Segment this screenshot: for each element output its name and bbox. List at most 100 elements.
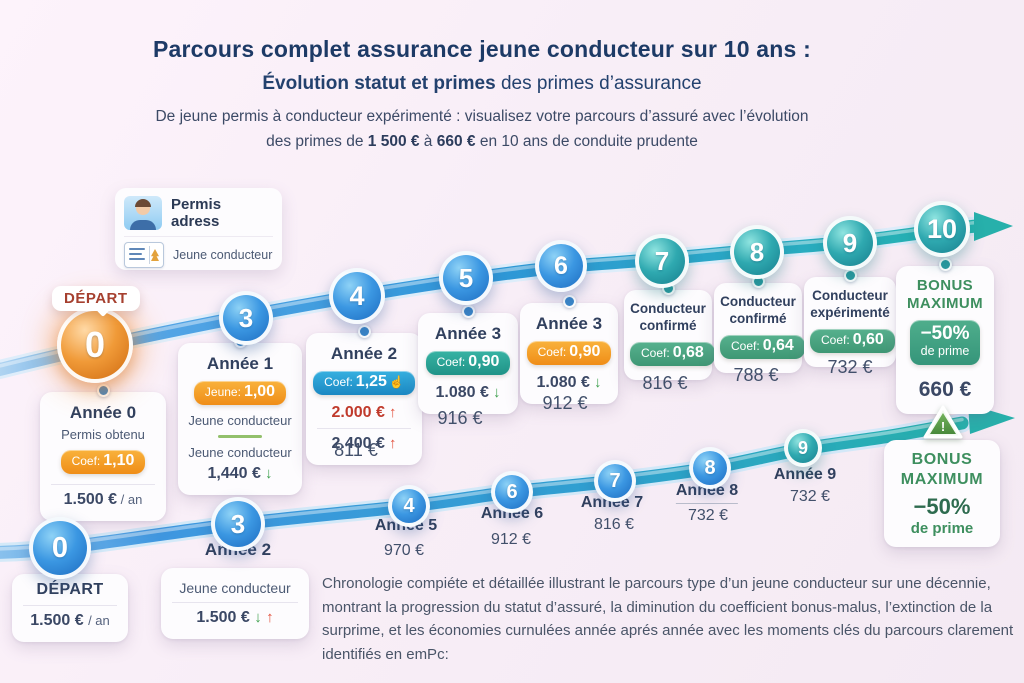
coef-badge: Coef: 0,90 xyxy=(526,341,612,365)
id-card-icon xyxy=(124,242,164,268)
year-card-annee-3-coef-teal: Année 3 Coef: 0,90 1.080 € ↓ xyxy=(418,313,518,414)
description-line1: De jeune permis à conducteur expérimenté… xyxy=(155,108,809,125)
license-subtitle: Jeune conducteur xyxy=(173,248,273,262)
year-premium: 732 € xyxy=(687,507,729,524)
milestone-top-0: 0 xyxy=(57,307,133,383)
year-card-conducteur-confirme-7: Conducteur confirmé Coef: 0,68 xyxy=(624,290,715,380)
annual-premium: 912 € xyxy=(542,393,588,413)
annual-premium: 916 € xyxy=(437,408,483,428)
trend-up-icon: ↑ xyxy=(266,609,274,626)
trend-up-icon: ↑ xyxy=(384,435,397,452)
premium-amount: 1.500 € / an xyxy=(30,612,110,629)
status-label: Permis obtenu xyxy=(61,427,145,442)
premium-amount: 1.080 € ↓ xyxy=(435,384,501,401)
year-label: Année 8 xyxy=(675,482,739,504)
card-title: Conducteur confirmé xyxy=(720,294,796,326)
depart-card-title: DÉPART xyxy=(36,581,104,598)
coef-badge: Jeune: 1,00 xyxy=(193,381,287,405)
depart-card-bottom: DÉPART 1.500 € / an xyxy=(12,574,128,642)
premium-amount: 2.000 € ↑ xyxy=(331,404,397,421)
license-name: Permis adress xyxy=(171,196,222,230)
card-title: Année 3 xyxy=(535,314,603,333)
trend-down-icon: ↓ xyxy=(254,609,262,626)
year-card-annee-0: Année 0 Permis obtenu Coef: 1,10 1.500 € / a… xyxy=(40,392,166,521)
year-card-bonus-maximum-top: BONUS MAXIMUM −50% de prime 660 € xyxy=(896,266,994,414)
year-card-conducteur-experimente-9: Conducteur expérimenté Coef: 0,60 xyxy=(804,277,896,367)
year-premium: 970 € xyxy=(383,542,425,559)
connector-dot xyxy=(462,305,475,318)
milestone-top-10: 10 xyxy=(914,201,970,257)
milestone-top-9: 9 xyxy=(823,216,877,270)
milestone-top-3: 3 xyxy=(219,291,273,345)
trend-up-icon: ↑ xyxy=(384,404,397,421)
premium-amount: 660 € xyxy=(918,377,972,401)
year-card-annee-2: Année 2 Coef: 1,25 ☝ 2.000 € ↑ 2.400 € ↑ xyxy=(306,333,422,465)
warning-icon: ! xyxy=(923,405,963,439)
milestone-bottom-4: 4 xyxy=(388,485,430,527)
divider xyxy=(317,428,411,429)
license-card: Permis adress Jeune conducteur xyxy=(115,188,282,270)
milestone-top-6: 6 xyxy=(535,240,587,292)
annual-premium: 811 € xyxy=(334,440,378,460)
premium-end-value: 660 € xyxy=(436,133,476,150)
status-label: Jeune conducteur xyxy=(188,413,292,428)
milestone-bottom-3: 3 xyxy=(211,497,265,551)
card-title: Année 2 xyxy=(330,344,398,363)
divider xyxy=(172,602,298,603)
year-label: Année 6 xyxy=(480,505,544,522)
year-card-annee-1: Année 1 Jeune: 1,00 Jeune conducteur Jeune c… xyxy=(178,343,302,495)
premium-amount: 1.500 € ↓ ↑ xyxy=(196,609,274,626)
milestone-bottom-8: 8 xyxy=(689,447,731,489)
milestone-bottom-6: 6 xyxy=(491,471,533,513)
trend-down-icon: ↓ xyxy=(488,384,501,401)
milestone-top-4: 4 xyxy=(329,268,385,324)
coef-badge: Coef: 1,10 xyxy=(60,450,146,474)
bonus-line-2: MAXIMUM xyxy=(900,471,984,488)
milestone-top-7: 7 xyxy=(635,234,689,288)
subtitle-bold: Évolution statut et primes xyxy=(262,73,496,94)
year-card-annee-3-coef-orange: Année 3 Coef: 0,90 1.080 € ↓ xyxy=(520,303,618,404)
status-label: Jeune conducteur xyxy=(188,445,292,460)
annual-premium: 732 € xyxy=(827,357,873,377)
year-label: Année 7 xyxy=(580,494,644,511)
trend-down-icon: ↓ xyxy=(589,374,602,391)
hand-icon: ☝ xyxy=(388,375,404,389)
premium-start-value: 1 500 € xyxy=(367,133,420,150)
page-title: Parcours complet assurance jeune conduct… xyxy=(153,36,811,62)
bonus-line-1: BONUS xyxy=(911,451,973,468)
card-title: Année 1 xyxy=(206,354,274,373)
bonus-discount-value: −50% xyxy=(920,323,970,344)
top-arrow-icon xyxy=(974,212,1013,241)
card-title: BONUS MAXIMUM xyxy=(906,277,984,312)
bonus-discount-caption: de prime xyxy=(920,343,970,358)
license-row-2: Jeune conducteur xyxy=(124,236,273,268)
premium-amount: 1.080 € ↓ xyxy=(536,374,602,391)
connector-dot xyxy=(358,325,371,338)
description-line2: des primes de 1 500 € à 660 € en 10 ans … xyxy=(266,133,698,150)
driver-avatar xyxy=(124,196,162,230)
coef-badge: Coef: 0,60 xyxy=(810,328,895,353)
subtitle-rest: des primes d’assurance xyxy=(495,73,702,94)
connector-dot xyxy=(844,269,857,282)
card-title: Conducteur confirmé xyxy=(630,301,706,333)
milestone-bottom-7: 7 xyxy=(594,460,636,502)
svg-text:!: ! xyxy=(941,419,945,434)
premium-amount: 1.500 € / an xyxy=(63,491,143,508)
caption-paragraph: Chronologie compiéte et détaillée illust… xyxy=(322,575,1014,664)
connector-dot xyxy=(939,258,952,271)
bonus-discount-badge: −50% de prime xyxy=(910,320,980,365)
bonus-discount-caption: de prime xyxy=(910,520,974,537)
year-label: Année 9 xyxy=(773,466,837,483)
milestone-bottom-0: 0 xyxy=(29,517,91,579)
connector-dot xyxy=(97,384,110,397)
annual-premium: 816 € xyxy=(642,373,688,393)
jeune-conducteur-card-bottom: Jeune conducteur 1.500 € ↓ ↑ xyxy=(161,568,309,639)
status-label: Jeune conducteur xyxy=(179,580,291,596)
milestone-top-8: 8 xyxy=(730,225,784,279)
card-title: Année 0 xyxy=(69,403,137,422)
divider xyxy=(218,435,262,438)
divider xyxy=(23,605,117,606)
year-premium: 732 € xyxy=(789,488,831,505)
coef-badge: Coef: 0,90 xyxy=(425,351,511,375)
